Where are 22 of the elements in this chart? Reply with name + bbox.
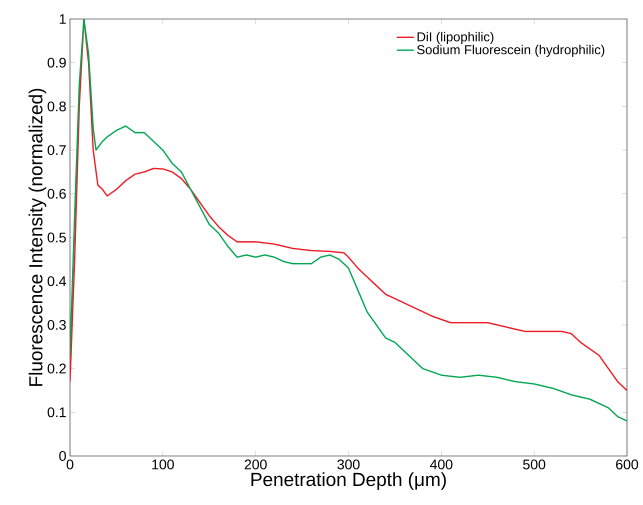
y-tick-label: 0.8 [48, 101, 66, 112]
y-tick-label: 0.4 [48, 276, 66, 286]
y-tick-label: 0.2 [48, 364, 66, 374]
x-tick-label: 300 [337, 460, 360, 470]
y-tick-label: 0.1 [48, 407, 66, 418]
x-tick-label: 200 [244, 460, 267, 470]
x-tick-label: 100 [152, 460, 174, 470]
x-tick-label: 0 [66, 460, 74, 470]
x-tick-label: 500 [523, 460, 546, 470]
legend-label: Sodium Fluorescein (hydrophilic) [417, 44, 604, 57]
y-tick-label: 0.9 [48, 58, 66, 68]
legend-label: DiI (lipophilic) [418, 32, 494, 44]
y-tick-label: 1 [60, 14, 66, 24]
y-tick-label: 0.7 [48, 145, 66, 156]
x-tick-label: 600 [616, 460, 638, 470]
y-tick-label: 0.6 [48, 188, 66, 199]
x-tick-label: 400 [430, 460, 452, 470]
x-axis-title: Penetration Depth (μm) [251, 472, 446, 490]
y-tick-label: 0.5 [48, 232, 66, 242]
y-tick-label: 0.3 [48, 320, 66, 330]
y-tick-label: 0 [59, 451, 66, 461]
y-axis-title: Fluorescence Intensity (normalized) [28, 88, 46, 386]
